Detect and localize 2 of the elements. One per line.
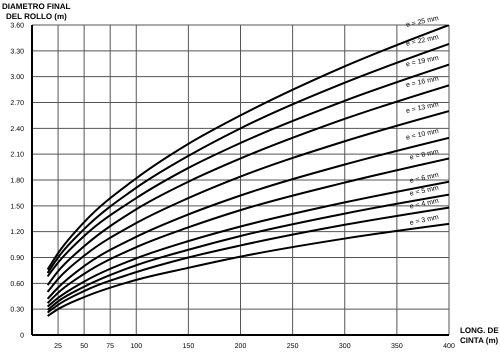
y-axis-title: DIAMETRO FINAL DEL ROLLO (m): [2, 2, 70, 22]
x-axis-title: LONG. DE CINTA (m): [460, 326, 499, 346]
